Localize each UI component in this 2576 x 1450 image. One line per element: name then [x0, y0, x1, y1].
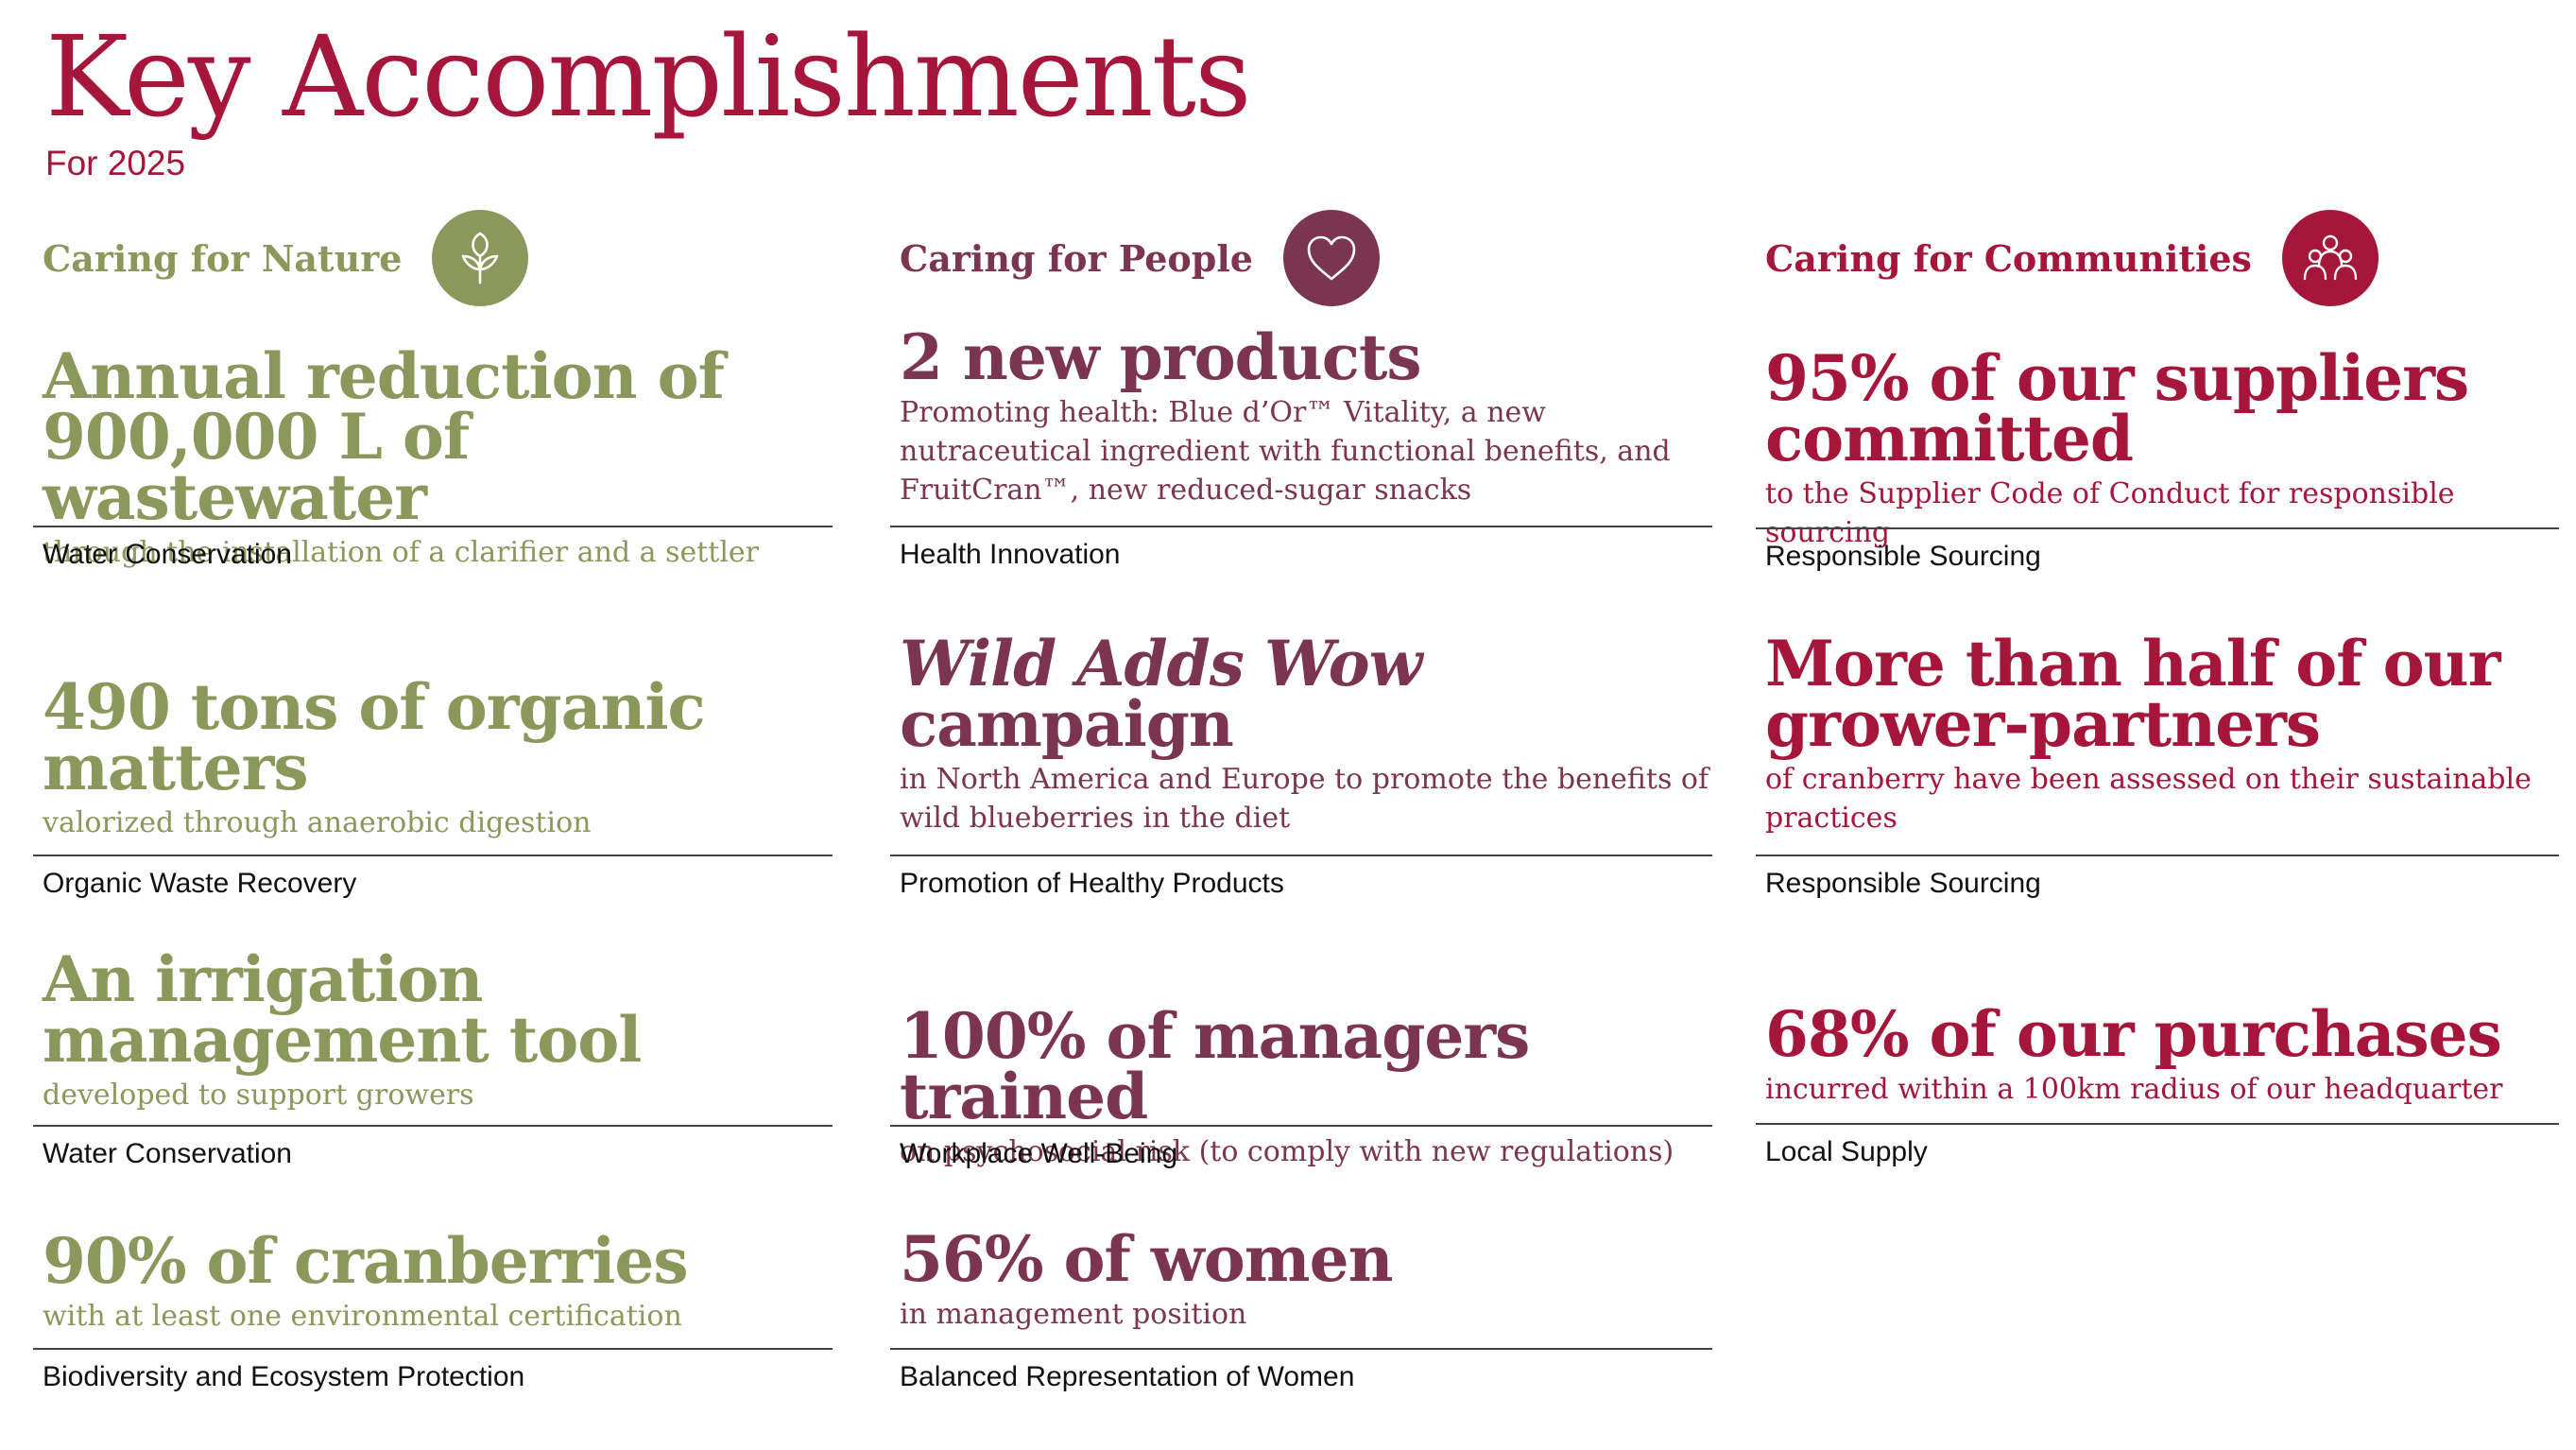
divider — [1756, 1123, 2559, 1125]
item-description: Promoting health: Blue d’Or™ Vitality, a… — [900, 396, 1671, 507]
divider — [33, 526, 833, 527]
item-description: developed to support growers — [43, 1079, 474, 1112]
item-headline: 90% of cranberries — [43, 1224, 689, 1298]
communities-item-purchases: 68% of our purchases incurred within a 1… — [1756, 997, 2559, 1183]
item-description: valorized through anaerobic digestion — [43, 806, 592, 839]
heart-icon — [1282, 210, 1380, 306]
divider — [890, 1348, 1712, 1350]
people-item-managers: 100% of managers trained on psychosocial… — [890, 999, 1712, 1185]
nature-heading: Caring for Nature — [43, 236, 403, 280]
item-tag: Health Innovation — [900, 539, 1121, 570]
item-headline: 56% of women — [900, 1222, 1394, 1296]
divider — [33, 1348, 833, 1350]
nature-item-cranberries: 90% of cranberries with at least one env… — [33, 1224, 833, 1401]
divider — [33, 854, 833, 856]
item-tag: Promotion of Healthy Products — [900, 868, 1284, 899]
nature-item-wastewater: Annual reduction of 900,000 L of wastewa… — [33, 339, 833, 580]
people-item-campaign: Wild Adds Wow campaign in North America … — [890, 627, 1712, 907]
divider — [33, 1125, 833, 1127]
item-tag: Local Supply — [1765, 1136, 1928, 1167]
item-description: to the Supplier Code of Conduct for resp… — [1765, 477, 2455, 549]
item-description: on psychosocial risk (to comply with new… — [900, 1135, 1674, 1168]
item-headline: An irrigation management tool — [43, 942, 642, 1077]
divider — [1756, 854, 2559, 856]
nature-item-organic: 490 tons of organic matters valorized th… — [33, 670, 833, 911]
communities-heading: Caring for Communities — [1765, 236, 2252, 280]
communities-item-suppliers: 95% of our suppliers committed to the Su… — [1756, 341, 2559, 584]
divider — [890, 1125, 1712, 1127]
communities-header: Caring for Communities — [1765, 210, 2379, 306]
item-description: in management position — [900, 1298, 1247, 1331]
item-tag: Water Conservation — [43, 539, 292, 570]
item-tag: Responsible Sourcing — [1765, 541, 2041, 572]
item-description: with at least one environmental certific… — [43, 1300, 682, 1333]
item-headline: 68% of our purchases — [1765, 997, 2502, 1071]
item-headline: 2 new products — [900, 320, 1422, 394]
group-people-icon — [2281, 210, 2379, 306]
page-title: Key Accomplishments — [45, 11, 1252, 142]
item-tag: Balanced Representation of Women — [900, 1361, 1355, 1392]
divider — [890, 526, 1712, 527]
people-item-products: 2 new products Promoting health: Blue d’… — [890, 320, 1712, 582]
item-description: in North America and Europe to promote t… — [900, 763, 1709, 835]
people-item-women: 56% of women in management position Bala… — [890, 1222, 1712, 1399]
divider — [1756, 527, 2559, 529]
item-tag: Biodiversity and Ecosystem Protection — [43, 1361, 525, 1392]
item-description: incurred within a 100km radius of our he… — [1765, 1073, 2503, 1106]
divider — [890, 854, 1712, 856]
people-header: Caring for People — [900, 210, 1380, 306]
item-tag: Workplace Well-Being — [900, 1138, 1178, 1169]
item-tag: Organic Waste Recovery — [43, 868, 357, 899]
leaf-icon — [432, 210, 529, 306]
item-tag: Water Conservation — [43, 1138, 292, 1169]
item-headline: 490 tons of organic matters — [43, 670, 706, 804]
nature-header: Caring for Nature — [43, 210, 529, 306]
people-heading: Caring for People — [900, 236, 1253, 280]
item-description: of cranberry have been assessed on their… — [1765, 763, 2532, 835]
item-headline: More than half of our grower-partners — [1765, 627, 2500, 761]
item-headline-italic: Wild Adds Wow — [900, 627, 1422, 700]
nature-item-irrigation: An irrigation management tool developed … — [33, 942, 833, 1183]
item-headline: Annual reduction of 900,000 L of wastewa… — [43, 339, 725, 534]
page-subtitle: For 2025 — [45, 144, 186, 182]
item-description: through the installation of a clarifier … — [43, 536, 760, 569]
communities-item-growers: More than half of our grower-partners of… — [1756, 627, 2559, 907]
item-headline: Wild Adds Wow campaign — [900, 627, 1712, 755]
item-headline: 95% of our suppliers committed — [1765, 341, 2469, 475]
item-headline-rest: campaign — [900, 687, 1234, 761]
item-headline: 100% of managers trained — [900, 999, 1530, 1133]
item-tag: Responsible Sourcing — [1765, 868, 2041, 899]
